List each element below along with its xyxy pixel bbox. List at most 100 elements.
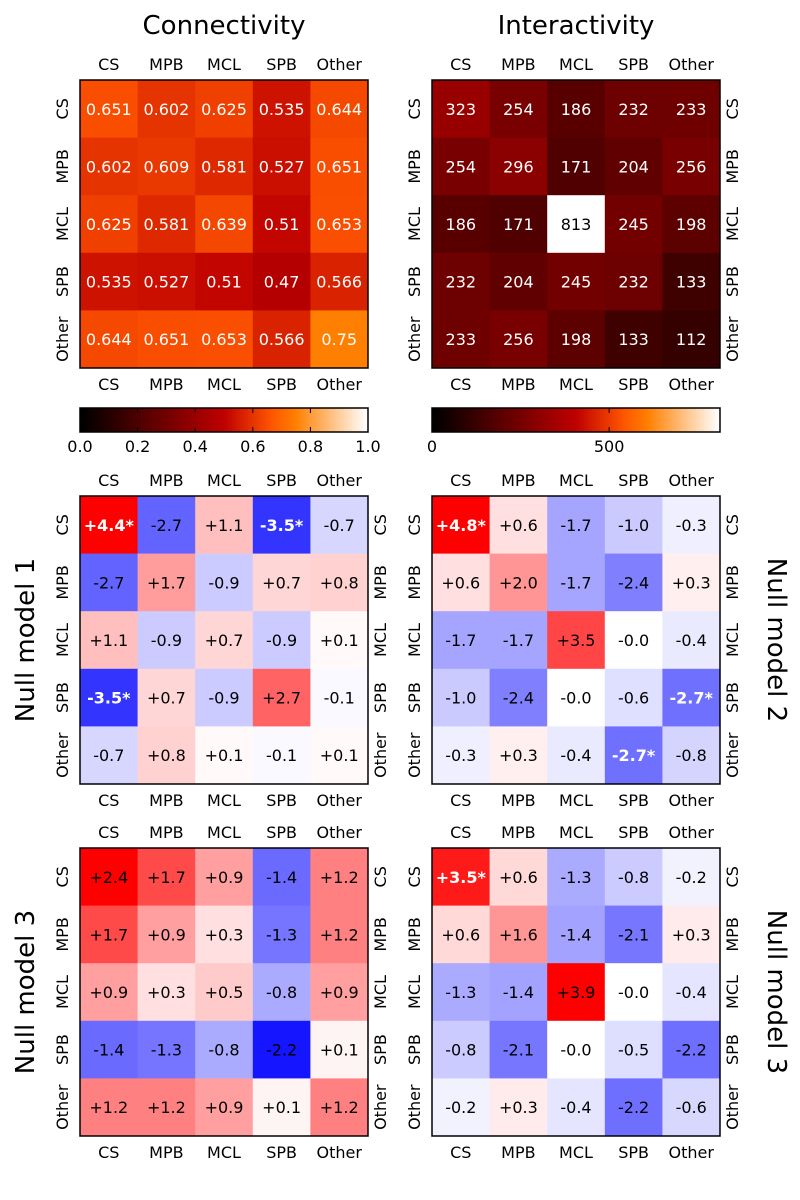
- heatmap-cell: [252, 1020, 311, 1079]
- heatmap-cell: [662, 668, 721, 727]
- cell-value-label: 0.625: [86, 215, 132, 234]
- cell-value-label: -1.4: [266, 868, 297, 887]
- heatmap-cell: [137, 80, 196, 139]
- heatmap-cell: [252, 1078, 311, 1137]
- heatmap-cell: [137, 1020, 196, 1079]
- colorbar-segment: [698, 408, 701, 432]
- x-tick-label-top: SPB: [618, 823, 649, 842]
- colorbar-segment: [450, 408, 453, 432]
- cell-value-label: 245: [561, 273, 592, 292]
- heatmap-frame: [431, 495, 721, 785]
- heatmap-cell: [137, 137, 196, 196]
- heatmap-cell: [432, 1078, 491, 1137]
- colorbar-segment: [452, 408, 455, 432]
- x-tick-label-bottom: SPB: [266, 375, 297, 394]
- colorbar-segment: [122, 408, 125, 432]
- colorbar-segment: [168, 408, 171, 432]
- heatmap-cell: [547, 668, 606, 727]
- heatmap-cell: [195, 553, 254, 612]
- colorbar-segment: [362, 408, 365, 432]
- colorbar-segment: [358, 408, 361, 432]
- colorbar-segment: [696, 408, 699, 432]
- heatmap-cell: [252, 905, 311, 964]
- colorbar-segment: [656, 408, 659, 432]
- x-tick-label-bottom: Other: [668, 791, 714, 810]
- cell-value-label: -1.7: [560, 573, 591, 592]
- heatmap-cell: [195, 252, 254, 311]
- cell-value-label: -0.0: [618, 631, 649, 650]
- colorbar-segment: [214, 408, 217, 432]
- cell-value-label: -0.8: [676, 746, 707, 765]
- cell-value-label: +0.6: [499, 868, 538, 887]
- cell-value-label: 0.581: [143, 215, 189, 234]
- cell-value-label: +0.3: [499, 746, 538, 765]
- heatmap-cell: [80, 726, 139, 785]
- cell-value-label: -0.9: [208, 689, 239, 708]
- y-tick-label-right: MPB: [723, 149, 742, 183]
- colorbar-segment: [164, 408, 167, 432]
- cell-value-label: +1.2: [89, 1098, 128, 1117]
- heatmap-cell: [662, 1078, 721, 1137]
- colorbar-segment: [118, 408, 121, 432]
- cell-value-label: 254: [446, 157, 477, 176]
- colorbar-segment: [230, 408, 233, 432]
- colorbar-segment: [162, 408, 165, 432]
- colorbar-segment: [222, 408, 225, 432]
- colorbar-segment: [204, 408, 207, 432]
- colorbar-segment: [510, 408, 513, 432]
- heatmap-cell: [195, 80, 254, 139]
- colorbar-segment: [702, 408, 705, 432]
- cell-value-label: +2.0: [499, 573, 538, 592]
- colorbar-segment: [146, 408, 149, 432]
- y-tick-label-right: Other: [371, 732, 390, 778]
- colorbar-segment: [716, 408, 719, 432]
- colorbar-segment: [646, 408, 649, 432]
- x-tick-label-bottom: SPB: [266, 791, 297, 810]
- y-tick-label-left: MCL: [53, 207, 72, 241]
- connectivity-heatmap: 0.651 0.602 0.625 0.535 0.644 0.602 0.609 0.581…: [53, 55, 369, 394]
- colorbar-segment: [152, 408, 155, 432]
- heatmap-cell: [547, 963, 606, 1022]
- colorbar-segment: [692, 408, 695, 432]
- y-tick-label-right: Other: [723, 1084, 742, 1130]
- heatmap-cell: [80, 310, 139, 369]
- y-tick-label-left: MCL: [53, 623, 72, 657]
- heatmap-cell: [137, 553, 196, 612]
- colorbar-segment: [340, 408, 343, 432]
- cell-value-label: -0.6: [676, 1098, 707, 1117]
- colorbar-segment: [502, 408, 505, 432]
- colorbar-segment: [294, 408, 297, 432]
- colorbar-segment: [540, 408, 543, 432]
- heatmap-cell: [310, 195, 369, 254]
- colorbar-segment: [618, 408, 621, 432]
- x-tick-label-bottom: MPB: [149, 791, 183, 810]
- cell-value-label: -0.1: [266, 746, 297, 765]
- heatmap-cell: [310, 611, 369, 670]
- x-tick-label-top: MCL: [207, 471, 241, 490]
- y-tick-label-right: Other: [371, 1084, 390, 1130]
- colorbar-segment: [86, 408, 89, 432]
- interactivity-colorbar: 0 500: [427, 407, 721, 456]
- colorbar-segment: [484, 408, 487, 432]
- colorbar-segment: [648, 408, 651, 432]
- colorbar-segment: [228, 408, 231, 432]
- x-tick-label-bottom: MPB: [149, 1143, 183, 1162]
- cell-value-label: +0.8: [147, 746, 186, 765]
- heatmap-cell: [80, 137, 139, 196]
- colorbar-segment: [306, 408, 309, 432]
- cell-value-label: 133: [618, 330, 649, 349]
- cell-value-label: 232: [446, 273, 477, 292]
- x-tick-label-bottom: SPB: [618, 791, 649, 810]
- colorbar-segment: [512, 408, 515, 432]
- colorbar-segment: [688, 408, 691, 432]
- heatmap-cell: [662, 80, 721, 139]
- colorbar-segment: [638, 408, 641, 432]
- colorbar-segment: [644, 408, 647, 432]
- heatmap-cell: [252, 848, 311, 907]
- colorbar-segment: [98, 408, 101, 432]
- heatmap-cell: [604, 726, 663, 785]
- colorbar-segment: [278, 408, 281, 432]
- colorbar-segment: [116, 408, 119, 432]
- colorbar-segment: [176, 408, 179, 432]
- heatmap-cell: [604, 963, 663, 1022]
